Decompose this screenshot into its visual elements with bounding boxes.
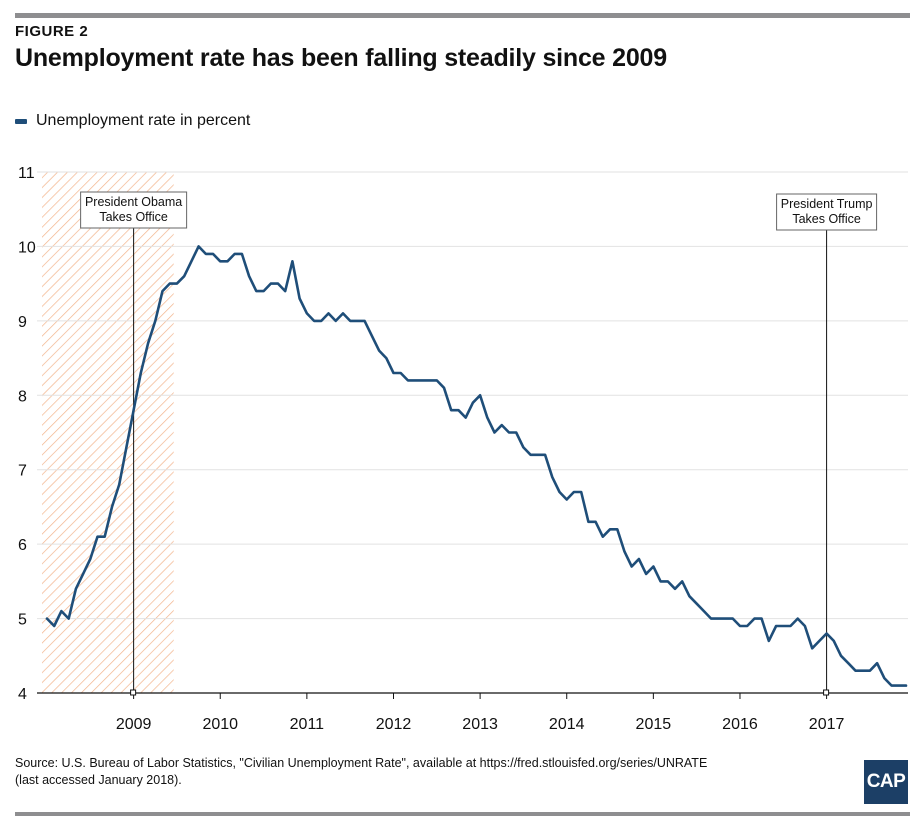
x-tick-label: 2011 (290, 716, 325, 733)
figure-label: FIGURE 2 (15, 23, 89, 40)
annotation-marker (130, 689, 137, 696)
top-rule (15, 13, 910, 18)
y-tick-label: 4 (18, 686, 27, 703)
x-tick-label: 2012 (376, 716, 412, 733)
legend-label: Unemployment rate in percent (36, 112, 251, 129)
y-tick-label: 10 (18, 239, 36, 256)
cap-logo: CAP (864, 760, 908, 804)
legend: Unemployment rate in percent (15, 112, 250, 130)
line-chart: 4 5 6 7 8 9 10 11 2009 2010 2011 2012 2013 2014 2015 2… (18, 165, 908, 733)
x-tick-label: 2015 (636, 716, 672, 733)
chart-title: Unemployment rate has been falling stead… (15, 44, 667, 72)
annotation-text: Takes Office (99, 210, 168, 224)
bottom-rule (15, 812, 910, 816)
x-tick-label: 2009 (116, 716, 152, 733)
annotation-text: President Obama (85, 195, 182, 209)
annotation-text: Takes Office (792, 212, 861, 226)
y-tick-label: 5 (18, 612, 27, 629)
source-text: Source: U.S. Bureau of Labor Statistics,… (15, 756, 708, 770)
source-note: Source: U.S. Bureau of Labor Statistics,… (15, 755, 815, 789)
series-line-unemployment-rate (45, 245, 908, 687)
annotation-box (80, 191, 188, 229)
x-tick-label: 2014 (549, 716, 585, 733)
annotation-text: President Trump (781, 197, 873, 211)
x-tick-label: 2010 (202, 716, 238, 733)
y-tick-label: 11 (18, 165, 35, 182)
source-access-date: (last accessed January 2018). (15, 773, 182, 787)
x-tick-label: 2013 (462, 716, 498, 733)
chart-area: 4 5 6 7 8 9 10 11 2009 2010 2011 2012 2013 2014 2015 2… (0, 150, 924, 770)
x-tick-label: 2016 (722, 716, 758, 733)
legend-swatch (15, 118, 27, 124)
y-tick-label: 9 (18, 314, 27, 331)
annotation-marker (823, 689, 830, 696)
y-tick-label: 7 (18, 463, 27, 480)
annotation-box (776, 193, 878, 231)
x-tick-label: 2017 (809, 716, 845, 733)
y-tick-label: 8 (18, 388, 27, 405)
y-tick-label: 6 (18, 537, 27, 554)
shaded-period (42, 172, 174, 693)
